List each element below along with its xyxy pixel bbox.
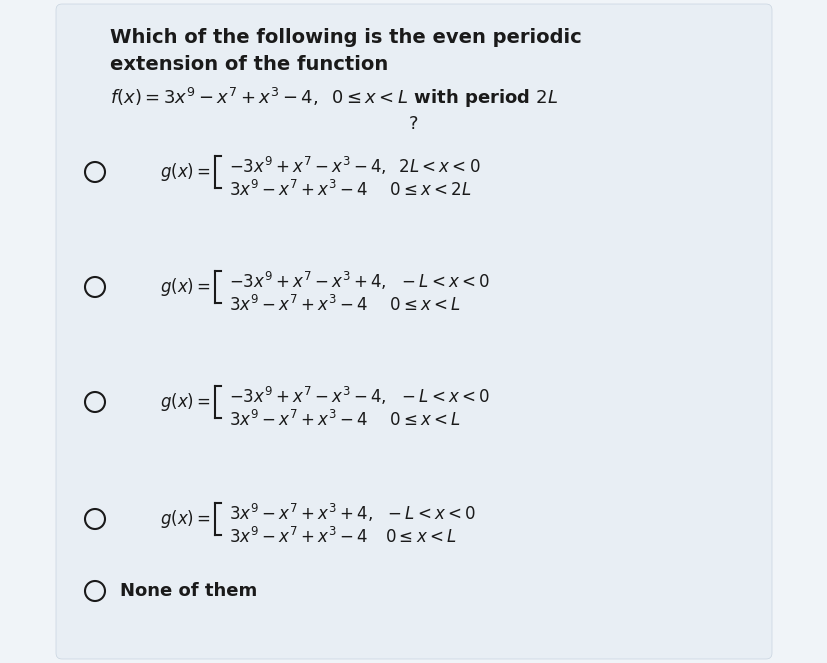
Text: $3x^9-x^7+x^3-4\;\;\;\;\;0\leq x<2L$: $3x^9-x^7+x^3-4\;\;\;\;\;0\leq x<2L$ [229, 180, 471, 200]
Text: $-3x^9+x^7-x^3+4,\;\;-L<x<0$: $-3x^9+x^7-x^3+4,\;\;-L<x<0$ [229, 270, 490, 292]
Text: ?: ? [409, 115, 418, 133]
Text: $g(x)=$: $g(x)=$ [160, 161, 211, 183]
Text: $3x^9-x^7+x^3-4\;\;\;\;\;0\leq x<L$: $3x^9-x^7+x^3-4\;\;\;\;\;0\leq x<L$ [229, 295, 461, 315]
Text: $g(x)=$: $g(x)=$ [160, 391, 211, 413]
Text: $3x^9-x^7+x^3-4\;\;\;\;0\leq x<L$: $3x^9-x^7+x^3-4\;\;\;\;0\leq x<L$ [229, 527, 456, 547]
Text: $f(x)=3x^9-x^7+x^3-4,\;\;0\leq x<L$ with period $2L$: $f(x)=3x^9-x^7+x^3-4,\;\;0\leq x<L$ with… [110, 86, 557, 110]
FancyBboxPatch shape [56, 4, 771, 659]
Text: Which of the following is the even periodic: Which of the following is the even perio… [110, 28, 581, 47]
Text: $g(x)=$: $g(x)=$ [160, 508, 211, 530]
Text: $g(x)=$: $g(x)=$ [160, 276, 211, 298]
Text: $-3x^9+x^7-x^3-4,\;\;-L<x<0$: $-3x^9+x^7-x^3-4,\;\;-L<x<0$ [229, 385, 490, 407]
Text: $3x^9-x^7+x^3+4,\;\;-L<x<0$: $3x^9-x^7+x^3+4,\;\;-L<x<0$ [229, 502, 476, 524]
Text: $-3x^9+x^7-x^3-4,\;\;2L<x<0$: $-3x^9+x^7-x^3-4,\;\;2L<x<0$ [229, 155, 480, 177]
Text: extension of the function: extension of the function [110, 55, 388, 74]
Text: None of them: None of them [120, 582, 257, 600]
Text: $3x^9-x^7+x^3-4\;\;\;\;\;0\leq x<L$: $3x^9-x^7+x^3-4\;\;\;\;\;0\leq x<L$ [229, 410, 461, 430]
